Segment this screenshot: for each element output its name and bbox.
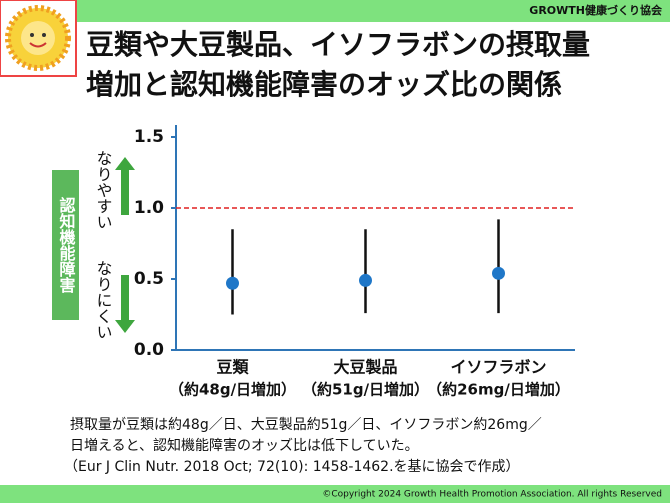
logo: [0, 0, 77, 77]
y-tick-label: 1.5: [134, 127, 164, 147]
point: [359, 273, 372, 287]
header-bar: [0, 0, 670, 22]
x-tick-note: （約51g/日増加）: [302, 381, 429, 399]
point: [492, 266, 505, 280]
annotation-down: なりにくい: [94, 260, 113, 340]
footnote-line: 摂取量が豆類は約48g／日、大豆製品約51g／日、イソフラボン約26mg／: [70, 417, 542, 433]
x-tick-note: （約26mg/日増加）: [427, 381, 570, 399]
org-name: GROWTH健康づくり協会: [529, 3, 663, 17]
y-tick-label: 1.0: [134, 198, 164, 218]
title-line: 豆類や大豆製品、イソフラボンの摂取量: [86, 28, 590, 61]
footer-bar: [0, 485, 670, 503]
arrow-up: [115, 157, 135, 215]
x-tick-note: （約48g/日増加）: [169, 381, 296, 399]
x-tick-label: 豆類: [216, 358, 249, 377]
title-line: 増加と認知機能障害のオッズ比の関係: [86, 68, 562, 101]
y-axis-label: 認知機能障害: [57, 196, 76, 294]
point: [226, 276, 239, 290]
y-tick-label: 0.0: [134, 340, 164, 360]
footnote-line: （Eur J Clin Nutr. 2018 Oct; 72(10): 1458…: [64, 458, 520, 475]
ylabel-box: [52, 170, 79, 320]
x-tick-label: イソフラボン: [450, 358, 546, 377]
y-tick-label: 0.5: [134, 269, 164, 289]
copyright: ©Copyright 2024 Growth Health Promotion …: [322, 490, 662, 500]
footnote-line: 日増えると、認知機能障害のオッズ比は低下していた。: [70, 437, 419, 454]
arrow-down: [115, 275, 135, 333]
annotation-up: なりやすい: [94, 150, 113, 230]
x-tick-label: 大豆製品: [333, 358, 397, 377]
